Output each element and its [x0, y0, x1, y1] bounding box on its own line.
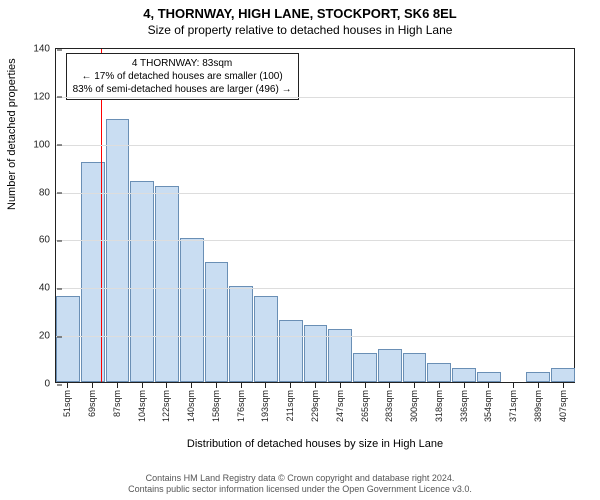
x-tick-mark [563, 383, 564, 388]
histogram-bar [328, 329, 352, 382]
x-tick-mark [241, 383, 242, 388]
gridline [56, 288, 574, 289]
x-tick-label: 283sqm [384, 390, 394, 422]
x-tick-label: 140sqm [186, 390, 196, 422]
histogram-bar [106, 119, 130, 382]
x-tick-mark [67, 383, 68, 388]
x-tick-label: 265sqm [360, 390, 370, 422]
histogram-bar [452, 368, 476, 382]
x-tick-mark [513, 383, 514, 388]
x-tick-mark [191, 383, 192, 388]
x-tick-mark [340, 383, 341, 388]
histogram-bar [180, 238, 204, 382]
histogram-bar [477, 372, 501, 382]
x-tick-mark [464, 383, 465, 388]
x-tick-label: 229sqm [310, 390, 320, 422]
y-tick-label: 80 [39, 187, 56, 198]
histogram-bar [403, 353, 427, 382]
y-axis-label: Number of detached properties [6, 58, 18, 210]
y-tick-label: 60 [39, 235, 56, 246]
x-tick-label: 371sqm [508, 390, 518, 422]
gridline [56, 145, 574, 146]
annotation-box: 4 THORNWAY: 83sqm ← 17% of detached hous… [66, 53, 299, 100]
x-tick-mark [439, 383, 440, 388]
histogram-bar [155, 186, 179, 382]
annotation-line-1: 4 THORNWAY: 83sqm [73, 57, 292, 70]
x-tick-label: 318sqm [434, 390, 444, 422]
x-tick-mark [216, 383, 217, 388]
x-tick-label: 354sqm [483, 390, 493, 422]
x-tick-mark [92, 383, 93, 388]
gridline [56, 97, 574, 98]
x-tick-label: 389sqm [533, 390, 543, 422]
chart-footer: Contains HM Land Registry data © Crown c… [0, 473, 600, 496]
x-tick-mark [389, 383, 390, 388]
footer-line-1: Contains HM Land Registry data © Crown c… [0, 473, 600, 485]
annotation-line-2: ← 17% of detached houses are smaller (10… [73, 70, 292, 83]
x-tick-mark [142, 383, 143, 388]
x-tick-label: 336sqm [459, 390, 469, 422]
footer-line-2: Contains public sector information licen… [0, 484, 600, 496]
y-tick-label: 100 [33, 139, 56, 150]
x-tick-label: 158sqm [211, 390, 221, 422]
gridline [56, 336, 574, 337]
x-tick-mark [166, 383, 167, 388]
chart-container: 4, THORNWAY, HIGH LANE, STOCKPORT, SK6 8… [0, 0, 600, 500]
x-tick-label: 104sqm [137, 390, 147, 422]
x-tick-mark [265, 383, 266, 388]
histogram-bar [56, 296, 80, 382]
chart-subtitle: Size of property relative to detached ho… [0, 21, 600, 37]
histogram-bar [304, 325, 328, 382]
y-tick-label: 120 [33, 91, 56, 102]
x-tick-mark [538, 383, 539, 388]
histogram-bar [427, 363, 451, 382]
x-tick-label: 211sqm [285, 390, 295, 421]
chart-title: 4, THORNWAY, HIGH LANE, STOCKPORT, SK6 8… [0, 0, 600, 21]
x-tick-label: 51sqm [62, 390, 72, 417]
x-tick-label: 193sqm [260, 390, 270, 422]
x-tick-label: 300sqm [409, 390, 419, 422]
y-tick-label: 140 [33, 44, 56, 55]
x-tick-label: 87sqm [112, 390, 122, 417]
gridline [56, 240, 574, 241]
x-tick-mark [365, 383, 366, 388]
x-axis: 51sqm 69sqm 87sqm 104sqm 122sqm 140sqm 158sqm 1… [55, 383, 575, 428]
x-tick-label: 247sqm [335, 390, 345, 422]
histogram-bar [229, 286, 253, 382]
annotation-line-3: 83% of semi-detached houses are larger (… [73, 83, 292, 96]
x-tick-mark [315, 383, 316, 388]
histogram-bar [130, 181, 154, 382]
x-tick-mark [117, 383, 118, 388]
histogram-bar [205, 262, 229, 382]
histogram-bar [526, 372, 550, 382]
x-tick-mark [414, 383, 415, 388]
histogram-bar [551, 368, 575, 382]
x-tick-label: 407sqm [558, 390, 568, 422]
x-tick-label: 122sqm [161, 390, 171, 422]
histogram-bar [279, 320, 303, 382]
histogram-bar [254, 296, 278, 382]
x-tick-mark [290, 383, 291, 388]
y-tick-label: 20 [39, 331, 56, 342]
gridline [56, 193, 574, 194]
histogram-bar [353, 353, 377, 382]
plot-area: 4 THORNWAY: 83sqm ← 17% of detached hous… [55, 48, 575, 383]
chart-area: 4 THORNWAY: 83sqm ← 17% of detached hous… [55, 48, 575, 428]
x-axis-label: Distribution of detached houses by size … [55, 438, 575, 450]
x-tick-label: 176sqm [236, 390, 246, 422]
x-tick-label: 69sqm [87, 390, 97, 417]
histogram-bar [378, 349, 402, 383]
y-tick-label: 40 [39, 283, 56, 294]
x-tick-mark [488, 383, 489, 388]
